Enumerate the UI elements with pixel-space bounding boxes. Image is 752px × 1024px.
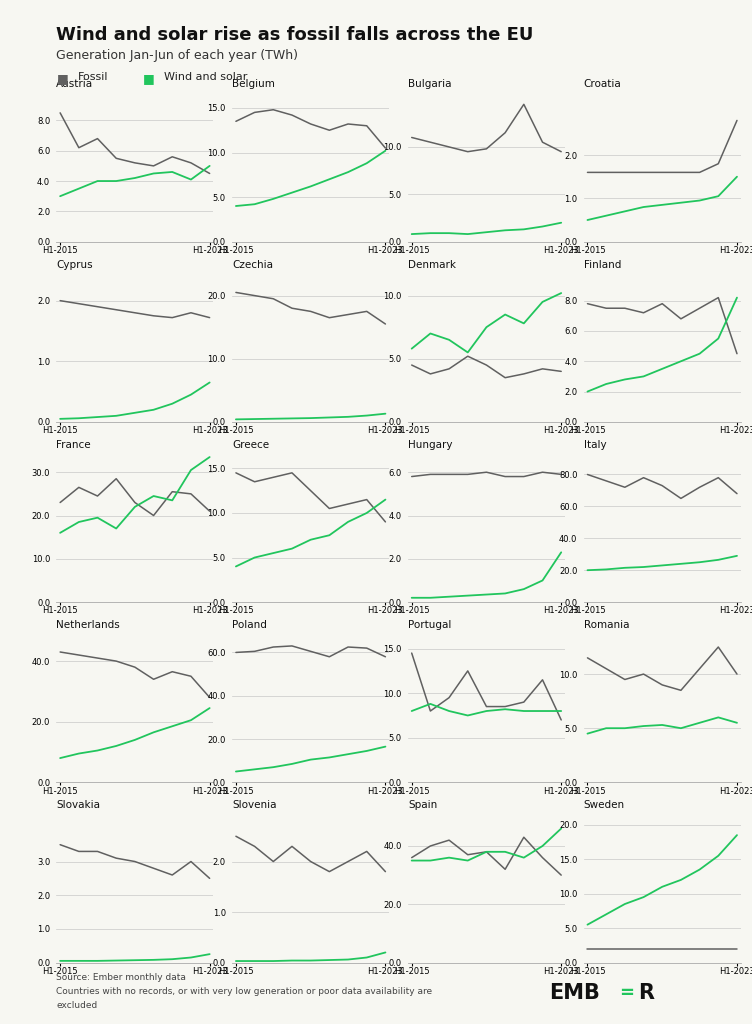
Text: Portugal: Portugal [408,620,451,630]
Text: ■: ■ [143,72,155,85]
Text: Croatia: Croatia [584,79,621,89]
Text: Greece: Greece [232,439,269,450]
Text: Source: Ember monthly data: Source: Ember monthly data [56,973,186,982]
Text: Bulgaria: Bulgaria [408,79,451,89]
Text: Belgium: Belgium [232,79,275,89]
Text: Czechia: Czechia [232,259,273,269]
Text: Austria: Austria [56,79,93,89]
Text: Slovenia: Slovenia [232,800,277,810]
Text: Countries with no records, or with very low generation or poor data availability: Countries with no records, or with very … [56,987,432,996]
Text: =: = [619,984,634,1002]
Text: Hungary: Hungary [408,439,453,450]
Text: Finland: Finland [584,259,621,269]
Text: Italy: Italy [584,439,606,450]
Text: France: France [56,439,91,450]
Text: Sweden: Sweden [584,800,625,810]
Text: R: R [638,983,653,1004]
Text: Spain: Spain [408,800,437,810]
Text: Fossil: Fossil [77,72,108,82]
Text: Generation Jan-Jun of each year (TWh): Generation Jan-Jun of each year (TWh) [56,49,299,62]
Text: ■: ■ [56,72,68,85]
Text: Wind and solar: Wind and solar [164,72,247,82]
Text: Denmark: Denmark [408,259,456,269]
Text: excluded: excluded [56,1001,98,1011]
Text: Poland: Poland [232,620,267,630]
Text: Cyprus: Cyprus [56,259,93,269]
Text: EMB: EMB [549,983,600,1004]
Text: Wind and solar rise as fossil falls across the EU: Wind and solar rise as fossil falls acro… [56,26,534,44]
Text: Slovakia: Slovakia [56,800,101,810]
Text: Netherlands: Netherlands [56,620,120,630]
Text: Romania: Romania [584,620,629,630]
